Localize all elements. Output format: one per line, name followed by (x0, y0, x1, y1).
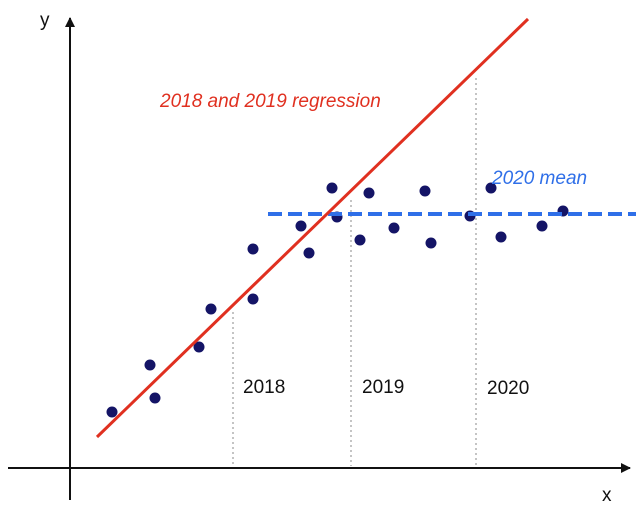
mean-label: 2020 mean (491, 168, 587, 189)
data-point (425, 237, 437, 249)
data-point (295, 220, 307, 232)
data-point (495, 231, 507, 243)
data-point (205, 303, 217, 315)
data-point (303, 247, 315, 259)
data-point (149, 392, 161, 404)
data-point (485, 182, 497, 194)
data-point (106, 406, 118, 418)
x-axis-label: x (602, 485, 612, 506)
regression-line (95, 17, 530, 439)
data-point (193, 341, 205, 353)
data-point (419, 185, 431, 197)
data-points (106, 182, 569, 418)
data-point (247, 293, 259, 305)
regression-label: 2018 and 2019 regression (159, 91, 381, 112)
year-label-2019: 2019 (362, 377, 404, 398)
data-point (326, 182, 338, 194)
data-point (536, 220, 548, 232)
data-point (354, 234, 366, 246)
data-point (144, 359, 156, 371)
year-label-2018: 2018 (243, 377, 285, 398)
data-point (363, 187, 375, 199)
year-label-2020: 2020 (487, 378, 529, 399)
data-point (388, 222, 400, 234)
data-point (247, 243, 259, 255)
y-axis-label: y (40, 10, 50, 31)
